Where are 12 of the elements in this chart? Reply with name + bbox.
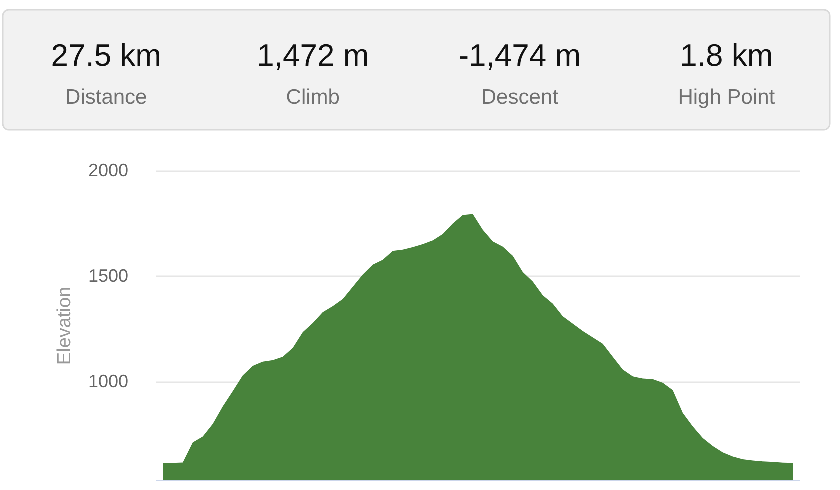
text: Distance [66, 86, 148, 109]
text: High Point [678, 86, 776, 109]
text: 27.5 km [51, 38, 162, 73]
y-tick-label: 1000 [88, 371, 128, 392]
text: Climb [286, 86, 340, 109]
y-tick-label: 2000 [88, 160, 128, 180]
y-tick-label: 1500 [88, 266, 128, 286]
text: 1,472 m [257, 38, 370, 73]
text: 1.8 km [680, 38, 774, 73]
text: -1,474 m [458, 38, 582, 73]
y-axis-title: Elevation [54, 286, 76, 366]
text: Descent [481, 86, 559, 109]
